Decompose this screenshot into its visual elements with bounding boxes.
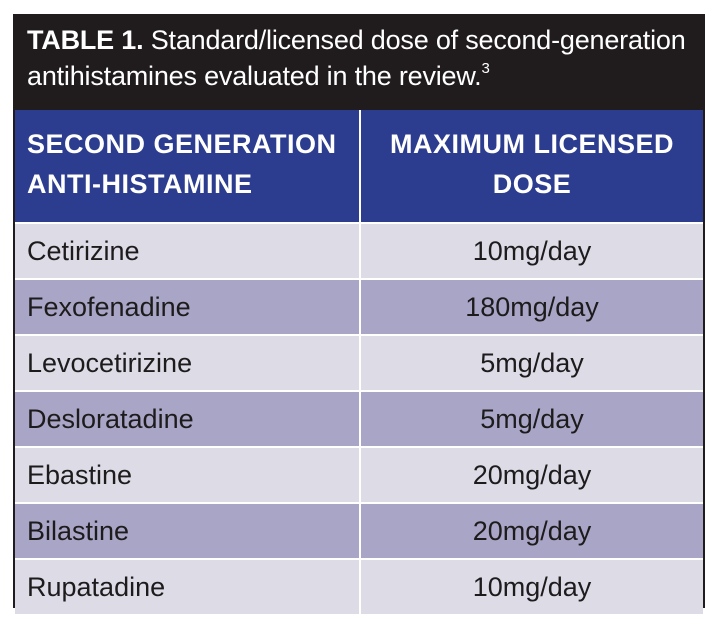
table-header-row: SECOND GENERATION ANTI-HISTAMINE MAXIMUM… [15, 110, 703, 222]
dose-cell: 20mg/day [472, 516, 592, 546]
table-row: Cetirizine 10mg/day [15, 222, 703, 278]
table: TABLE 1. Standard/licensed dose of secon… [13, 14, 705, 614]
table-row: Desloratadine 5mg/day [15, 390, 703, 446]
dose-cell: 20mg/day [472, 460, 592, 490]
caption-reference: 3 [481, 60, 490, 77]
table-row: Levocetirizine 5mg/day [15, 334, 703, 390]
drug-cell: Desloratadine [15, 392, 361, 446]
drug-cell: Cetirizine [15, 224, 361, 278]
dose-cell: 10mg/day [472, 572, 592, 602]
drug-cell: Fexofenadine [15, 280, 361, 334]
table-row: Rupatadine 10mg/day [15, 558, 703, 614]
table-row: Bilastine 20mg/day [15, 502, 703, 558]
dose-cell: 180mg/day [465, 292, 599, 322]
table-row: Fexofenadine 180mg/day [15, 278, 703, 334]
table-row: Ebastine 20mg/day [15, 446, 703, 502]
dose-cell: 10mg/day [472, 236, 592, 266]
drug-cell: Rupatadine [15, 560, 361, 614]
dose-cell: 5mg/day [480, 404, 584, 434]
caption-label: TABLE 1. [27, 25, 144, 55]
drug-cell: Bilastine [15, 504, 361, 558]
dose-cell: 5mg/day [480, 348, 584, 378]
drug-cell: Ebastine [15, 448, 361, 502]
column-header-dose: MAXIMUM LICENSED DOSE [390, 129, 674, 199]
table-caption: TABLE 1. Standard/licensed dose of secon… [13, 14, 705, 110]
table-body: Cetirizine 10mg/day Fexofenadine 180mg/d… [15, 222, 703, 614]
drug-cell: Levocetirizine [15, 336, 361, 390]
column-header-drug: SECOND GENERATION ANTI-HISTAMINE [15, 110, 361, 222]
caption-text: Standard/licensed dose of second-generat… [27, 25, 686, 91]
